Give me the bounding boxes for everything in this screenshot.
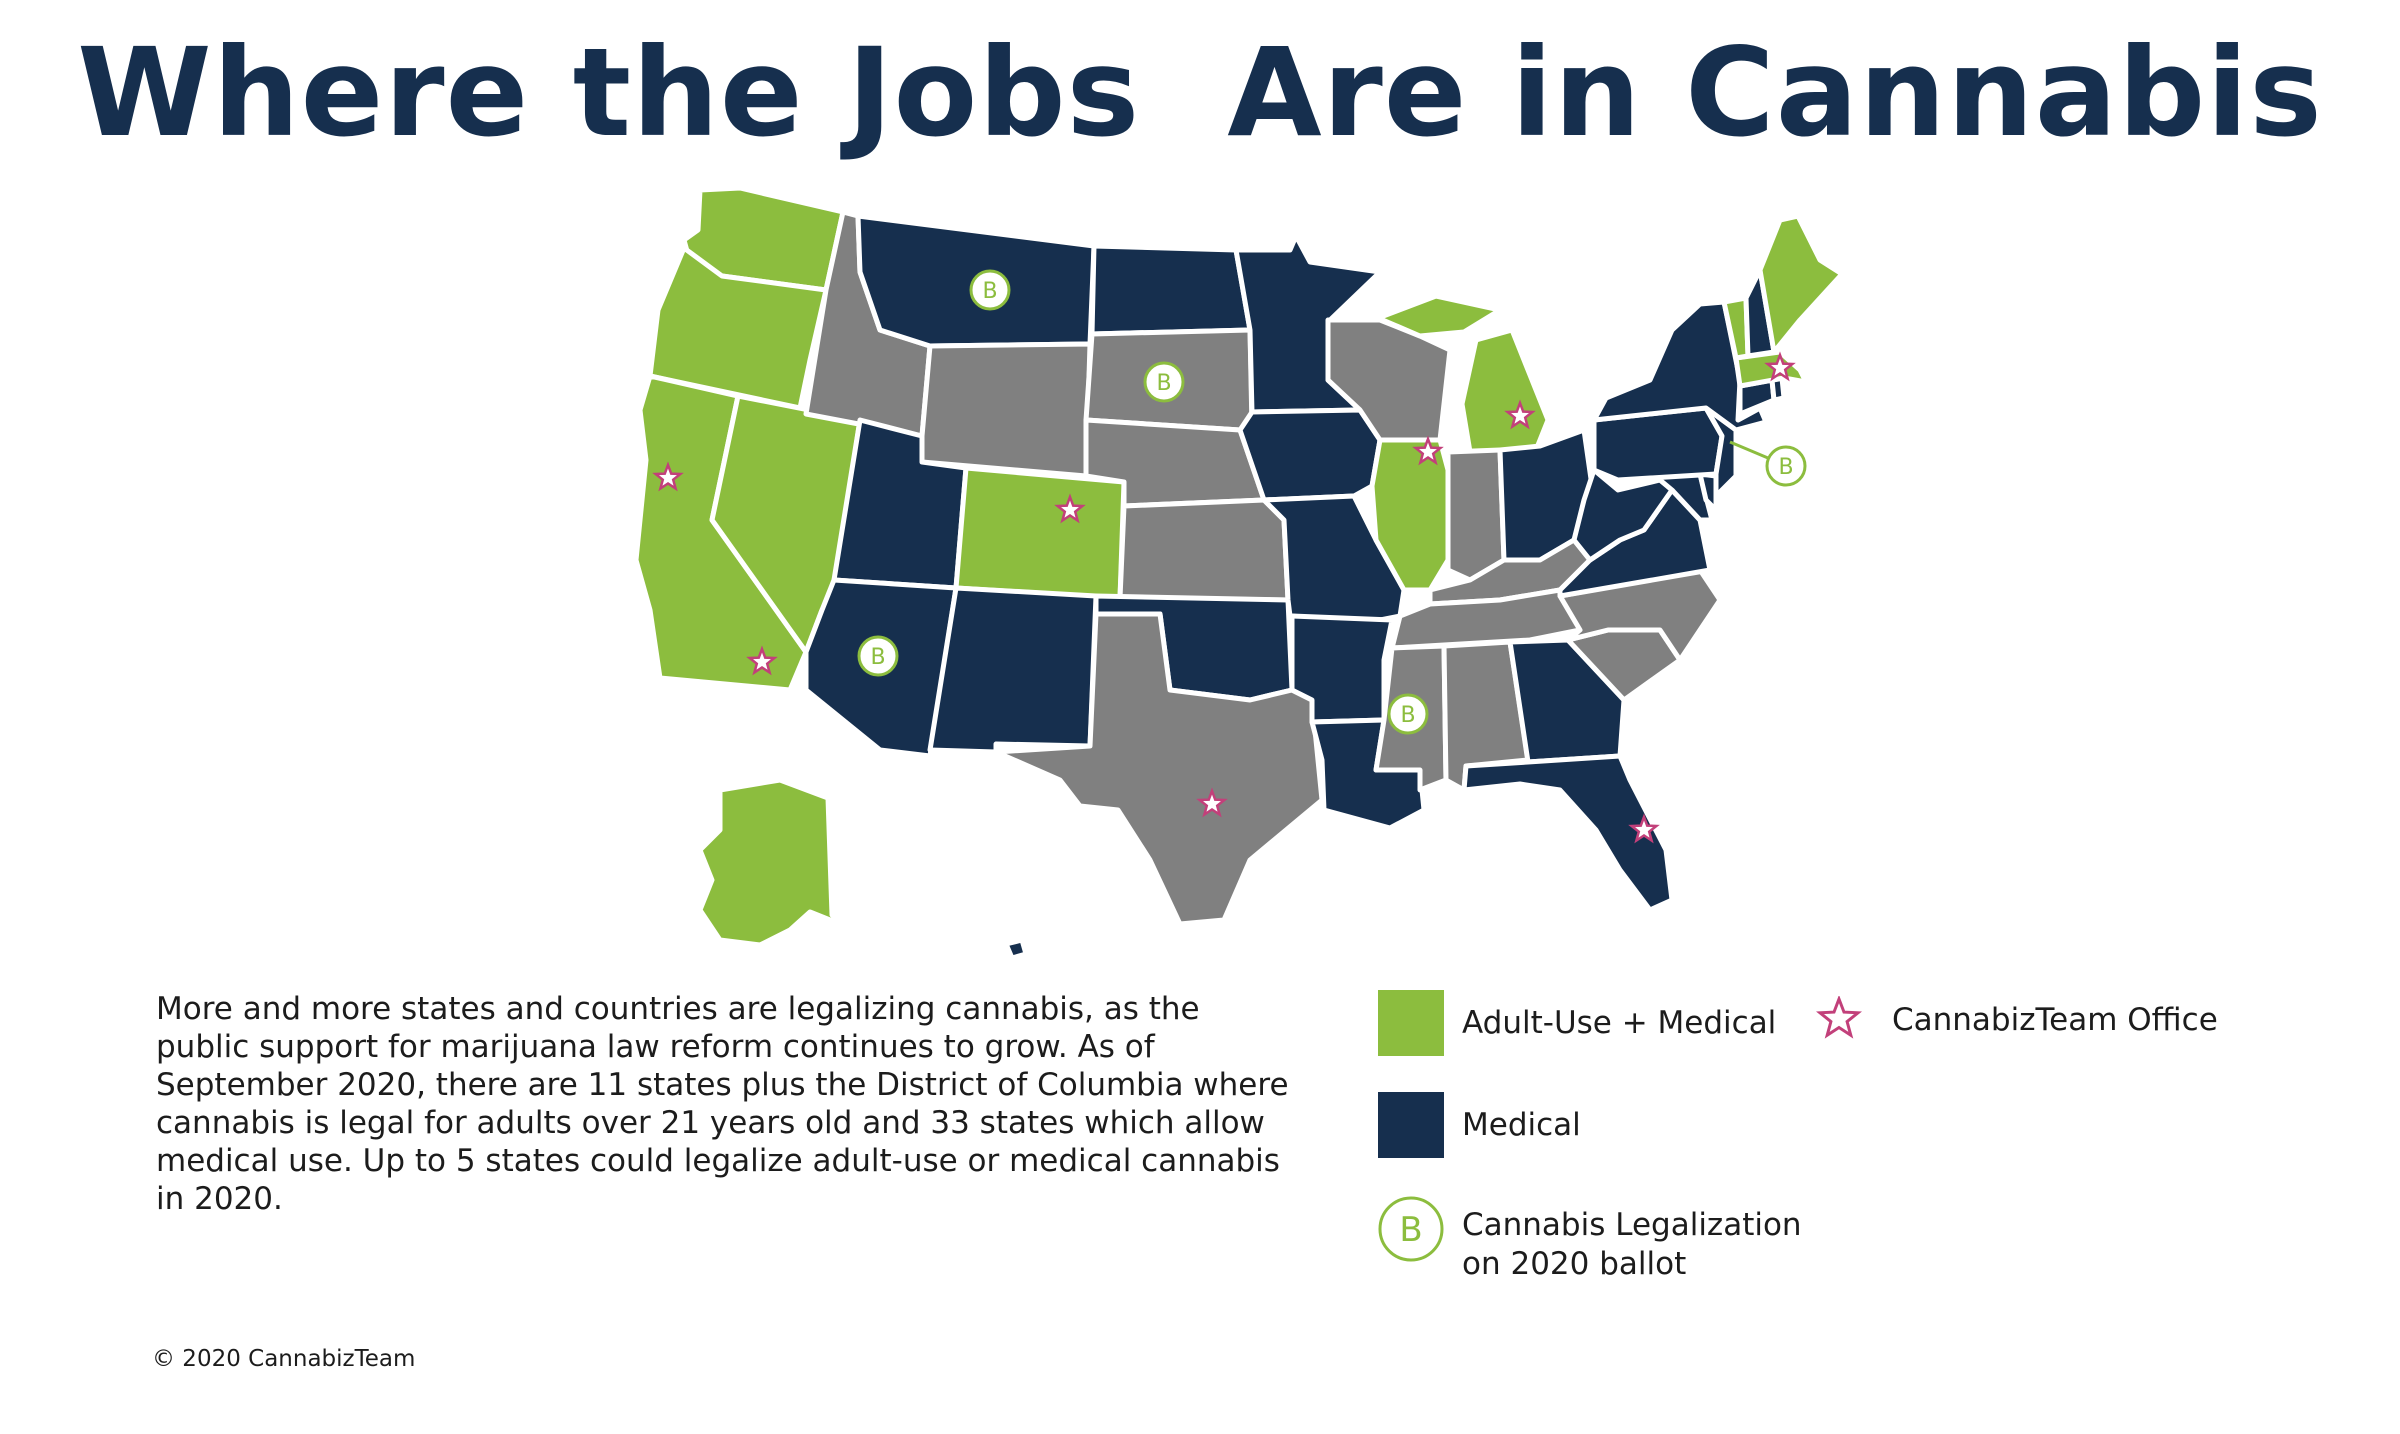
state-kansas bbox=[1117, 497, 1291, 603]
legend-swatch-adult-use bbox=[1378, 990, 1444, 1056]
legend-label-medical: Medical bbox=[1462, 1107, 1581, 1143]
svg-text:B: B bbox=[1399, 1210, 1422, 1250]
office-star-mi bbox=[1504, 399, 1536, 430]
state-new-york bbox=[1591, 299, 1769, 433]
ballot-marker-az: B bbox=[857, 635, 899, 677]
state-colorado bbox=[953, 465, 1127, 601]
state-alaska bbox=[697, 777, 855, 948]
svg-text:B: B bbox=[870, 645, 885, 670]
office-star-ca bbox=[652, 461, 684, 492]
map-description: More and more states and countries are l… bbox=[156, 991, 1289, 1217]
office-star-co bbox=[1054, 493, 1086, 524]
office-star-ca bbox=[746, 645, 778, 676]
svg-text:B: B bbox=[1778, 455, 1793, 480]
svg-text:B: B bbox=[1156, 371, 1171, 396]
state-michigan bbox=[1375, 293, 1551, 455]
state-wyoming bbox=[919, 341, 1093, 479]
state-hawaii bbox=[1003, 937, 1029, 961]
legend-label-ballot-line2: on 2020 ballot bbox=[1462, 1246, 1687, 1282]
state-florida bbox=[1461, 753, 1675, 913]
page-title: Where the Jobs Are in Cannabis bbox=[77, 22, 2323, 164]
svg-text:B: B bbox=[982, 279, 997, 304]
state-new-mexico bbox=[927, 585, 1099, 755]
legend-label-adult-use: Adult-Use + Medical bbox=[1462, 1005, 1777, 1041]
state-iowa bbox=[1237, 407, 1383, 503]
copyright: © 2020 CannabizTeam bbox=[152, 1346, 416, 1372]
state-maine bbox=[1757, 213, 1845, 355]
ballot-markers-layer: B B B B B bbox=[857, 269, 1807, 735]
state-indiana bbox=[1445, 447, 1507, 583]
office-star-il bbox=[1412, 435, 1444, 466]
state-north-dakota bbox=[1089, 243, 1253, 337]
ballot-marker-ms: B bbox=[1387, 693, 1429, 735]
office-star-ma bbox=[1764, 351, 1796, 382]
ballot-marker-sd: B bbox=[1143, 361, 1185, 403]
state-west-virginia bbox=[1571, 467, 1675, 563]
state-oregon bbox=[647, 245, 829, 411]
office-star-tx bbox=[1196, 787, 1228, 818]
office-star-fl bbox=[1628, 813, 1660, 844]
svg-text:B: B bbox=[1400, 703, 1415, 728]
ballot-marker-mt: B bbox=[969, 269, 1011, 311]
ballot-circle-icon: B bbox=[1378, 1196, 1444, 1262]
state-north-carolina bbox=[1557, 567, 1723, 663]
state-texas bbox=[993, 611, 1325, 927]
legend-label-office: CannabizTeam Office bbox=[1892, 1002, 2218, 1038]
ballot-marker-nj: B bbox=[1729, 440, 1807, 487]
legend-label-ballot-line1: Cannabis Legalization bbox=[1462, 1207, 1802, 1243]
office-markers-layer bbox=[652, 351, 1796, 844]
office-star-icon bbox=[1816, 996, 1862, 1039]
legend-swatch-medical bbox=[1378, 1092, 1444, 1158]
